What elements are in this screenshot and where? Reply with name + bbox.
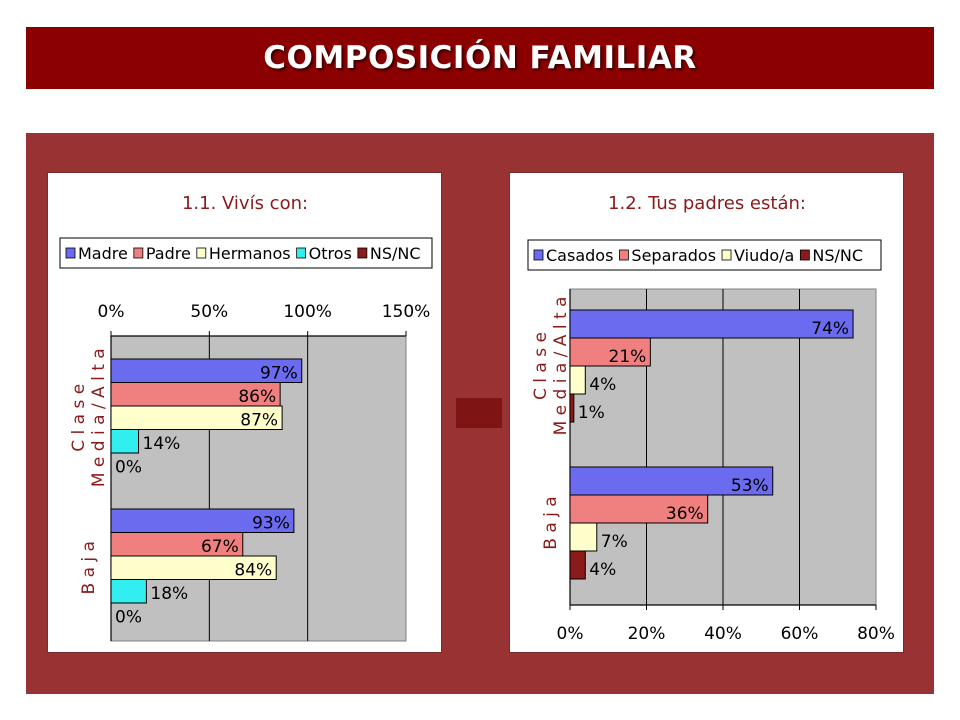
category-label: M e d i a / A l t a	[551, 297, 571, 436]
chart-padres-estan-svg: 1.2. Tus padres están: Casados Separados Vi…	[527, 193, 895, 644]
chart-vivis-con-svg: 1.1. Vivís con: Madre Padre Hermanos Otros NS…	[59, 193, 433, 642]
bar-nsnc	[569, 550, 586, 580]
data-label: 1%	[578, 403, 605, 423]
bar-otros	[110, 429, 140, 454]
bar-viudoa	[569, 365, 586, 395]
category-label: B a j a	[541, 496, 561, 549]
x-tick-label: 60%	[781, 624, 819, 644]
legend-label: Hermanos	[209, 244, 291, 263]
legend-label: Madre	[78, 244, 128, 263]
legend-label: Separados	[631, 246, 716, 265]
legend-label: Otros	[309, 244, 352, 263]
legend-swatch-2	[721, 249, 732, 261]
category-label: C l a s e	[531, 332, 551, 400]
chart-vivis-con: 1.1. Vivís con: Madre Padre Hermanos Otros NS…	[47, 172, 442, 653]
legend-box	[527, 239, 882, 271]
page-title: COMPOSICIÓN FAMILIAR	[263, 40, 697, 76]
legend-swatch-1	[133, 247, 144, 259]
data-label: 4%	[589, 560, 616, 580]
data-label: 14%	[143, 434, 181, 454]
center-decoration	[456, 398, 502, 428]
legend-swatch-3	[296, 247, 307, 259]
data-label: 86%	[238, 387, 276, 407]
bar-otros	[110, 579, 147, 604]
legend-swatch-4	[357, 247, 368, 259]
data-label: 0%	[115, 608, 142, 628]
data-label: 36%	[666, 504, 704, 524]
legend-label: Viudo/a	[734, 246, 794, 265]
bar-hermanos	[110, 405, 283, 430]
legend-swatch-1	[619, 249, 629, 261]
legend-swatch-0	[533, 249, 544, 261]
data-label: 84%	[234, 561, 272, 581]
bar-casados	[569, 466, 774, 496]
title-banner: COMPOSICIÓN FAMILIAR	[26, 27, 934, 89]
data-label: 67%	[201, 537, 239, 557]
legend-label: Padre	[146, 244, 191, 263]
x-tick-label: 80%	[857, 624, 895, 644]
bar-viudoa	[569, 522, 598, 552]
category-label: M e d i a / A l t a	[89, 348, 109, 487]
bar-hermanos	[110, 555, 277, 580]
x-tick-label: 0%	[98, 302, 125, 322]
bar-separados	[569, 494, 709, 524]
data-label: 74%	[811, 319, 849, 339]
main-panel: 1.1. Vivís con: Madre Padre Hermanos Otros NS…	[26, 133, 934, 694]
x-tick-label: 100%	[283, 302, 332, 322]
x-tick-label: 150%	[382, 302, 431, 322]
data-label: 93%	[252, 514, 290, 534]
x-tick-label: 0%	[557, 624, 584, 644]
data-label: 0%	[115, 458, 142, 478]
chart-title: 1.2. Tus padres están:	[608, 193, 806, 214]
data-label: 21%	[609, 347, 647, 367]
data-label: 53%	[731, 476, 769, 496]
data-label: 4%	[589, 375, 616, 395]
bar-nsnc	[569, 393, 575, 423]
chart-title: 1.1. Vivís con:	[182, 193, 308, 214]
category-label: B a j a	[79, 541, 99, 594]
bar-casados	[569, 309, 854, 339]
x-tick-label: 50%	[190, 302, 228, 322]
legend-swatch-3	[799, 249, 810, 261]
data-label: 87%	[240, 411, 278, 431]
data-label: 97%	[260, 364, 298, 384]
bar-separados	[569, 337, 651, 367]
legend-label: NS/NC	[370, 244, 421, 263]
chart-padres-estan: 1.2. Tus padres están: Casados Separados Vi…	[509, 172, 904, 653]
data-label: 18%	[150, 584, 188, 604]
legend-swatch-0	[65, 247, 76, 259]
category-label: C l a s e	[69, 384, 89, 452]
legend-box	[59, 237, 433, 269]
data-label: 7%	[601, 532, 628, 552]
legend-label: NS/NC	[812, 246, 863, 265]
legend-swatch-2	[196, 247, 207, 259]
x-tick-label: 20%	[628, 624, 666, 644]
legend-label: Casados	[546, 246, 613, 265]
x-tick-label: 40%	[704, 624, 742, 644]
